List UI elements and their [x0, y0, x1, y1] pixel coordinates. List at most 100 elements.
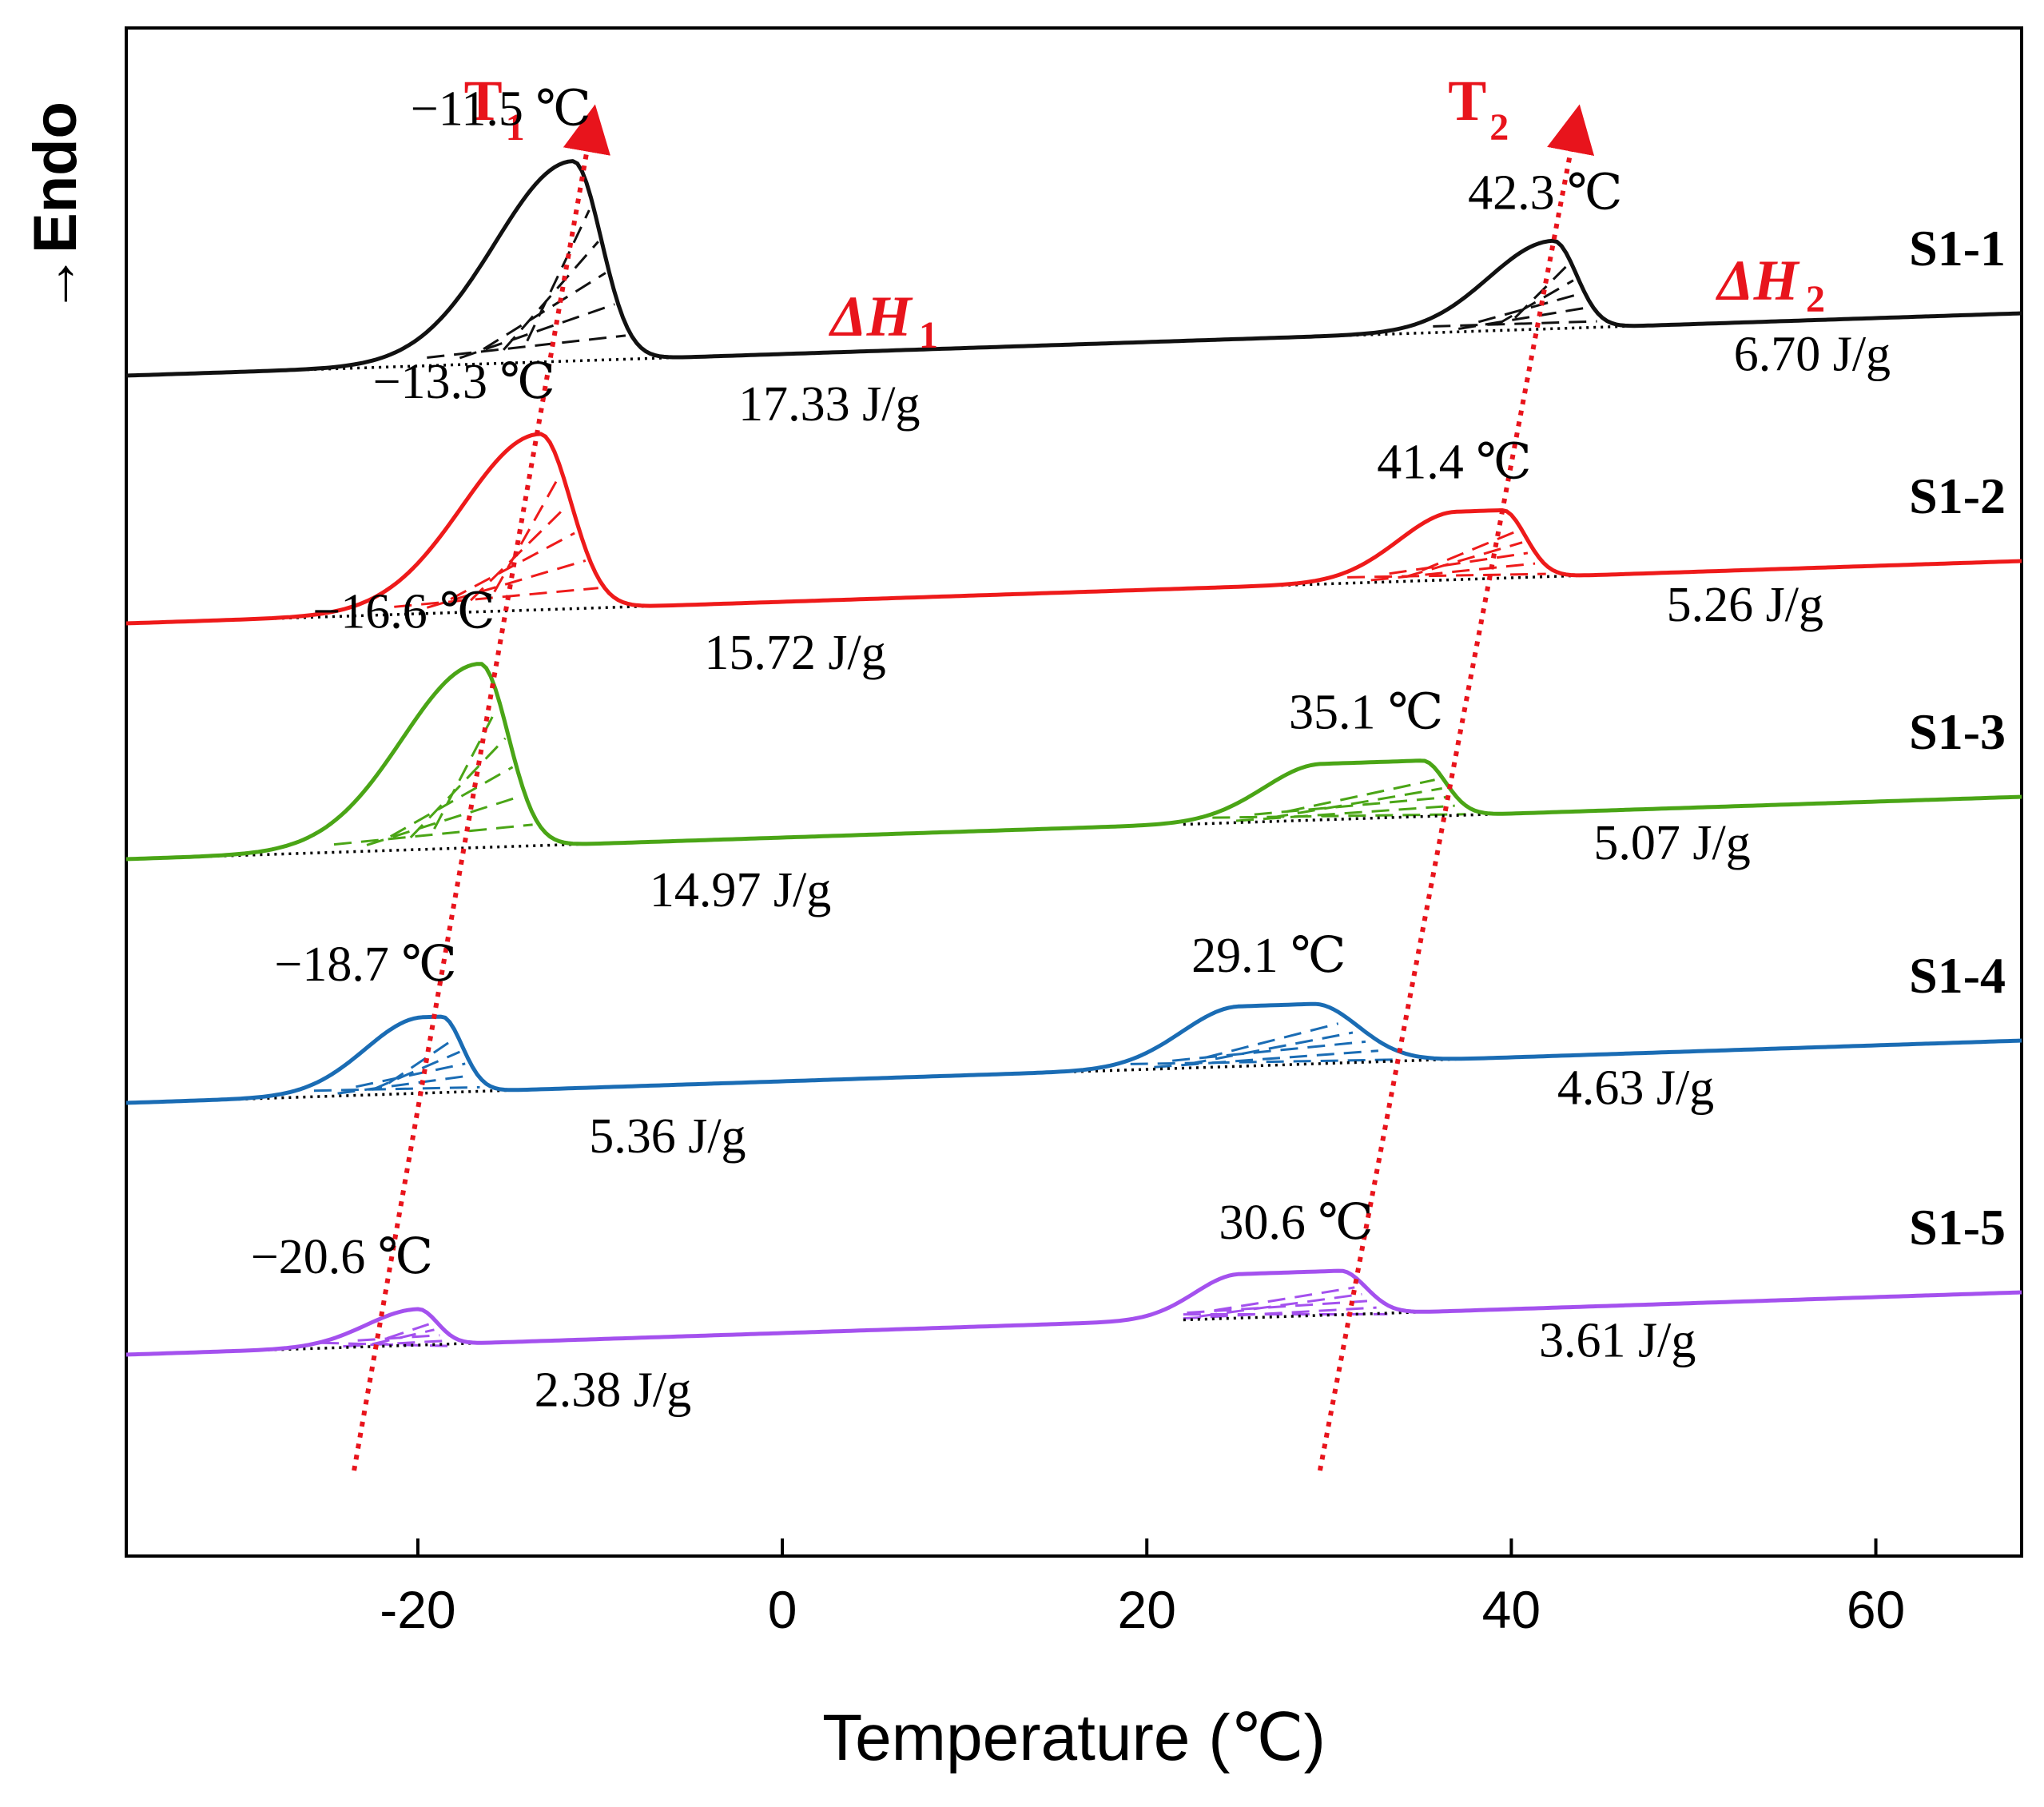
- dsc-curve-S1-4: [125, 1001, 2022, 1105]
- hatch-line: [1513, 265, 1567, 319]
- peak-temperature-label: −18.7 ℃: [274, 937, 456, 992]
- hatch-line: [1457, 306, 1587, 330]
- enthalpy-label: 5.26 J/g: [1667, 578, 1823, 632]
- dsc-curves: [125, 159, 2022, 1357]
- trend-label-sub-2: 2: [1489, 106, 1509, 149]
- trend-arrow-1: [352, 104, 610, 1471]
- hatch-line: [1405, 541, 1523, 579]
- series-label-S1-3: S1-3: [1909, 703, 2006, 760]
- peak-temperature-label: −16.6 ℃: [312, 584, 495, 639]
- series-label-S1-5: S1-5: [1909, 1199, 2006, 1256]
- peak-temperature-label: 29.1 ℃: [1191, 929, 1346, 983]
- hatch-line: [1172, 1040, 1366, 1062]
- trend-label-sub-1: 1: [506, 106, 525, 149]
- hatch-line: [1496, 279, 1574, 326]
- enthalpy-label: 2.38 J/g: [535, 1363, 691, 1417]
- peak-temperature-label: 35.1 ℃: [1289, 686, 1443, 740]
- x-tick-label: 0: [768, 1580, 797, 1639]
- hatch-line: [470, 504, 568, 602]
- hatch-line: [372, 1050, 460, 1091]
- hatch-line: [1188, 1031, 1354, 1065]
- hatch-line: [502, 241, 599, 351]
- delta-h2-sub: 2: [1806, 278, 1825, 320]
- x-tick-label: 40: [1482, 1580, 1541, 1639]
- trend-arrow-2: [1317, 104, 1595, 1471]
- hatch-line: [427, 334, 626, 359]
- hatch-line: [1477, 293, 1580, 324]
- enthalpy-label: 4.63 J/g: [1557, 1061, 1714, 1116]
- hatch-line: [1254, 795, 1448, 816]
- hatch-line: [1187, 1300, 1370, 1315]
- enthalpy-label: 6.70 J/g: [1734, 327, 1891, 381]
- hatch-line: [394, 587, 598, 608]
- hatch-line: [1183, 1306, 1377, 1320]
- hatch-line: [1286, 778, 1435, 813]
- trend-label-2: T: [1448, 69, 1486, 133]
- enthalpy-label: 5.36 J/g: [589, 1109, 746, 1164]
- peak-temperature-label: −20.6 ℃: [251, 1230, 433, 1284]
- peak-temperature-label: −11.5 ℃: [411, 82, 591, 137]
- enthalpy-hatch-areas: [313, 209, 1597, 1348]
- hatch-line: [388, 1039, 454, 1085]
- hatch-line: [1347, 572, 1546, 579]
- peak-temperature-label: 30.6 ℃: [1219, 1196, 1373, 1250]
- integration-baseline: [1238, 571, 1657, 588]
- enthalpy-label: 5.07 J/g: [1593, 816, 1750, 870]
- integration-baseline: [199, 355, 710, 375]
- trend-label-1: T: [464, 69, 503, 133]
- integration-baseline: [1183, 810, 1585, 826]
- hatch-line: [409, 737, 507, 839]
- peak-temperature-label: 42.3 ℃: [1468, 165, 1622, 220]
- x-axis-tick-labels: -20 0 20 40 60: [380, 1580, 1905, 1639]
- hatch-line: [493, 477, 559, 593]
- hatch-line: [313, 1085, 480, 1093]
- peak-temperature-label: −13.3 ℃: [373, 355, 555, 409]
- hatch-line: [433, 709, 498, 830]
- plot-frame: [125, 26, 2023, 1558]
- series-label-S1-4: S1-4: [1909, 947, 2006, 1004]
- hatch-line: [372, 1328, 435, 1346]
- delta-h1-label: ΔH: [828, 285, 913, 348]
- enthalpy-label: 3.61 J/g: [1539, 1313, 1696, 1367]
- peak-temperature-label: 41.4 ℃: [1377, 435, 1531, 489]
- hatch-line: [1370, 562, 1536, 582]
- hatch-line: [1204, 1022, 1339, 1059]
- x-axis-ticks: [416, 1538, 1878, 1556]
- hatch-line: [386, 1323, 430, 1339]
- hatch-line: [1422, 531, 1516, 571]
- hatch-line: [526, 209, 591, 342]
- hatch-line: [483, 272, 606, 351]
- hatch-line: [333, 823, 533, 846]
- annotations: −11.5 ℃ 17.33 J/g 42.3 ℃ 6.70 J/g S1-1 −13.3 …: [251, 82, 2006, 1418]
- enthalpy-label: 15.72 J/g: [704, 626, 885, 680]
- hatch-line: [1271, 787, 1442, 819]
- dsc-curve-S1-5: [125, 1268, 2022, 1357]
- hatch-line: [1199, 1292, 1362, 1318]
- hatch-line: [389, 766, 514, 838]
- enthalpy-label: 17.33 J/g: [738, 377, 920, 432]
- delta-h1-sub: 1: [919, 314, 938, 356]
- hatch-line: [1212, 813, 1466, 819]
- series-label-S1-1: S1-1: [1909, 220, 2006, 277]
- integration-baseline: [181, 1340, 510, 1355]
- hatch-line: [1433, 320, 1597, 328]
- hatch-line: [459, 303, 615, 360]
- hatch-line: [1130, 1058, 1397, 1065]
- x-axis-title: Temperature (℃): [822, 1702, 1326, 1774]
- hatch-line: [426, 559, 587, 609]
- delta-h2-label: ΔH: [1715, 249, 1799, 312]
- hatch-line: [1214, 1286, 1355, 1312]
- hatch-line: [337, 1074, 471, 1095]
- dsc-curve-S1-3: [125, 662, 2022, 862]
- x-tick-label: 60: [1847, 1580, 1905, 1639]
- dsc-curve-S1-2: [125, 432, 2022, 626]
- enthalpy-label: 14.97 J/g: [650, 863, 831, 917]
- y-axis-title: →Endo: [22, 101, 89, 314]
- series-label-S1-2: S1-2: [1909, 468, 2006, 524]
- hatch-line: [343, 1339, 446, 1348]
- hatch-line: [1389, 551, 1529, 575]
- x-tick-label: 20: [1118, 1580, 1176, 1639]
